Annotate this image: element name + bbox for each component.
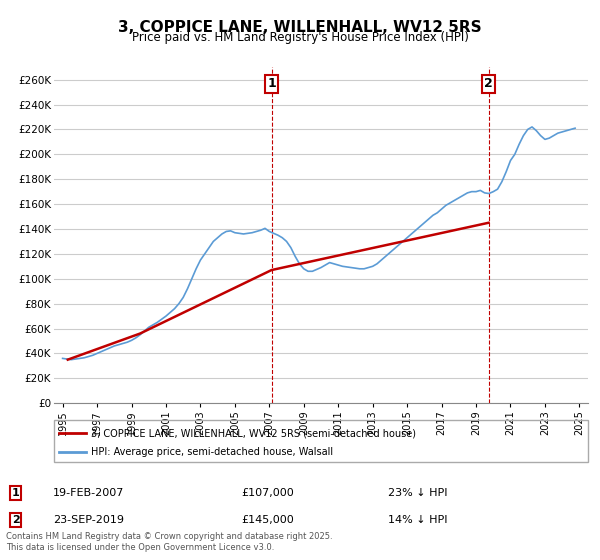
Text: HPI: Average price, semi-detached house, Walsall: HPI: Average price, semi-detached house,…	[91, 447, 334, 458]
Text: 2: 2	[484, 77, 493, 90]
Text: £145,000: £145,000	[241, 515, 294, 525]
Text: 19-FEB-2007: 19-FEB-2007	[53, 488, 124, 498]
Text: £107,000: £107,000	[241, 488, 294, 498]
Text: Contains HM Land Registry data © Crown copyright and database right 2025.
This d: Contains HM Land Registry data © Crown c…	[6, 532, 332, 552]
Text: 3, COPPICE LANE, WILLENHALL, WV12 5RS (semi-detached house): 3, COPPICE LANE, WILLENHALL, WV12 5RS (s…	[91, 428, 416, 438]
Text: Price paid vs. HM Land Registry's House Price Index (HPI): Price paid vs. HM Land Registry's House …	[131, 31, 469, 44]
Text: 1: 1	[12, 488, 20, 498]
Text: 1: 1	[267, 77, 276, 90]
Text: 14% ↓ HPI: 14% ↓ HPI	[388, 515, 448, 525]
Text: 2: 2	[12, 515, 20, 525]
Text: 23-SEP-2019: 23-SEP-2019	[53, 515, 124, 525]
Text: 3, COPPICE LANE, WILLENHALL, WV12 5RS: 3, COPPICE LANE, WILLENHALL, WV12 5RS	[118, 20, 482, 35]
Text: 23% ↓ HPI: 23% ↓ HPI	[388, 488, 448, 498]
